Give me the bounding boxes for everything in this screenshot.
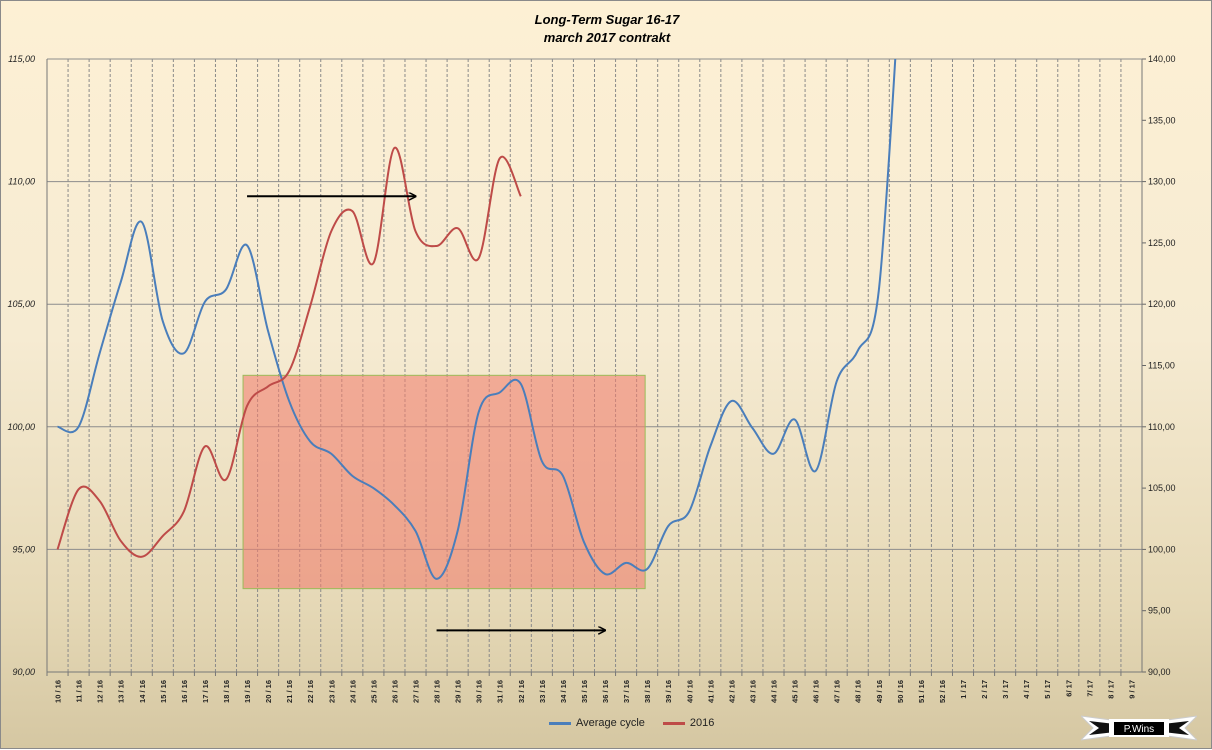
x-axis-tick-label: 40 / 16 xyxy=(685,680,694,703)
legend-label: 2016 xyxy=(689,717,715,729)
chart-subtitle: march 2017 contrakt xyxy=(543,30,671,45)
x-axis-tick-label: 20 / 16 xyxy=(264,680,273,703)
chart-title-line1: Long-Term Sugar 16-17 xyxy=(534,12,680,27)
right-axis-tick-label: 135,00 xyxy=(1148,115,1176,125)
x-axis-tick-label: 38 / 16 xyxy=(643,680,652,703)
left-axis-tick-label: 90,00 xyxy=(12,667,35,677)
x-axis-tick-label: 42 / 16 xyxy=(727,680,736,703)
left-axis-tick-label: 115,00 xyxy=(8,54,35,64)
x-axis-tick-label: 16 / 16 xyxy=(180,680,189,703)
x-axis-tick-label: 22 / 16 xyxy=(306,680,315,703)
legend-item-average-cycle: Average cycle xyxy=(549,717,645,729)
x-axis-tick-label: 46 / 16 xyxy=(812,680,821,703)
legend-label: Average cycle xyxy=(576,717,645,729)
right-axis-tick-label: 140,00 xyxy=(1148,54,1176,64)
x-axis-tick-label: 39 / 16 xyxy=(664,680,673,703)
x-axis-tick-label: 34 / 16 xyxy=(559,680,568,703)
left-axis-tick-label: 105,00 xyxy=(7,299,35,309)
legend-swatch-blue xyxy=(549,721,571,725)
x-axis-tick-label: 21 / 16 xyxy=(285,680,294,703)
x-axis-tick-label: 6/ 17 xyxy=(1064,680,1073,697)
right-axis-tick-label: 100,00 xyxy=(1148,544,1176,554)
right-axis-tick-label: 115,00 xyxy=(1148,361,1175,371)
left-axis-tick-label: 100,00 xyxy=(7,422,35,432)
x-axis-tick-label: 1 / 17 xyxy=(959,680,968,699)
x-axis-tick-label: 24 / 16 xyxy=(348,680,357,703)
x-axis-tick-label: 45 / 16 xyxy=(791,680,800,703)
x-axis-tick-label: 36 / 16 xyxy=(601,680,610,703)
legend-item-2016: 2016 xyxy=(662,717,715,729)
x-axis-tick-label: 4 / 17 xyxy=(1022,680,1031,699)
highlight-rectangle xyxy=(242,374,646,590)
x-axis-tick-label: 17 / 16 xyxy=(201,680,210,703)
x-axis-tick-label: 44 / 16 xyxy=(769,680,778,703)
x-axis-tick-label: 9 / 17 xyxy=(1127,680,1136,699)
x-axis-tick-label: 47 / 16 xyxy=(833,680,842,703)
right-axis-tick-label: 120,00 xyxy=(1148,299,1176,309)
x-axis-tick-label: 2 / 17 xyxy=(980,680,989,699)
x-axis-tick-label: 31 / 16 xyxy=(496,680,505,703)
x-axis-tick-label: 28 / 16 xyxy=(433,680,442,703)
x-axis-tick-label: 3 / 17 xyxy=(1001,680,1010,699)
x-axis-tick-label: 49 / 16 xyxy=(875,680,884,703)
x-axis-tick-label: 32 / 16 xyxy=(517,680,526,703)
x-axis-tick-label: 41 / 16 xyxy=(706,680,715,703)
x-axis-tick-label: 8 / 17 xyxy=(1106,680,1115,699)
left-axis-tick-label: 95,00 xyxy=(12,544,35,554)
x-axis-tick-label: 35 / 16 xyxy=(580,680,589,703)
x-axis-tick-label: 12 / 16 xyxy=(96,680,105,703)
x-axis-tick-label: 19 / 16 xyxy=(243,680,252,703)
right-axis-tick-label: 110,00 xyxy=(1148,422,1175,432)
x-axis-tick-label: 43 / 16 xyxy=(748,680,757,703)
chart-title: Long-Term Sugar 16-17 march 2017 contrak… xyxy=(1,11,1212,47)
right-axis-tick-label: 105,00 xyxy=(1148,483,1176,493)
legend: Average cycle 2016 xyxy=(549,717,732,729)
right-axis-tick-label: 130,00 xyxy=(1148,177,1176,187)
x-axis-tick-label: 10 / 16 xyxy=(54,680,63,703)
right-axis-tick-label: 125,00 xyxy=(1148,238,1176,248)
x-axis-tick-label: 23 / 16 xyxy=(327,680,336,703)
series-line-2016 xyxy=(56,146,522,558)
x-axis-tick-label: 13 / 16 xyxy=(117,680,126,703)
right-axis-tick-label: 90,00 xyxy=(1148,667,1171,677)
x-axis-tick-label: 26 / 16 xyxy=(390,680,399,703)
right-axis-tick-label: 95,00 xyxy=(1148,606,1171,616)
pwins-logo: P.Wins xyxy=(1081,715,1197,741)
svg-text:P.Wins: P.Wins xyxy=(1124,724,1154,735)
x-axis-tick-label: 50 / 16 xyxy=(896,680,905,703)
x-axis-tick-label: 30 / 16 xyxy=(475,680,484,703)
x-axis-tick-label: 29 / 16 xyxy=(454,680,463,703)
x-axis-tick-label: 48 / 16 xyxy=(854,680,863,703)
x-axis-tick-label: 18 / 16 xyxy=(222,680,231,703)
legend-swatch-red xyxy=(662,721,685,725)
series-line-average-cycle xyxy=(57,59,897,580)
x-axis-tick-label: 37 / 16 xyxy=(622,680,631,703)
x-axis-tick-label: 15 / 16 xyxy=(159,680,168,703)
x-axis-tick-label: 51 / 16 xyxy=(917,680,926,703)
x-axis-tick-label: 25 / 16 xyxy=(369,680,378,703)
x-axis-tick-label: 27 / 16 xyxy=(412,680,421,703)
x-axis-tick-label: 5 / 17 xyxy=(1043,680,1052,699)
left-axis-tick-label: 110,00 xyxy=(8,177,35,187)
x-axis-tick-label: 33 / 16 xyxy=(538,680,547,703)
x-axis-tick-label: 14 / 16 xyxy=(138,680,147,703)
x-axis-tick-label: 11 / 16 xyxy=(75,680,84,703)
x-axis-tick-label: 7/ 17 xyxy=(1085,680,1094,697)
x-axis-tick-label: 52 / 16 xyxy=(938,680,947,703)
